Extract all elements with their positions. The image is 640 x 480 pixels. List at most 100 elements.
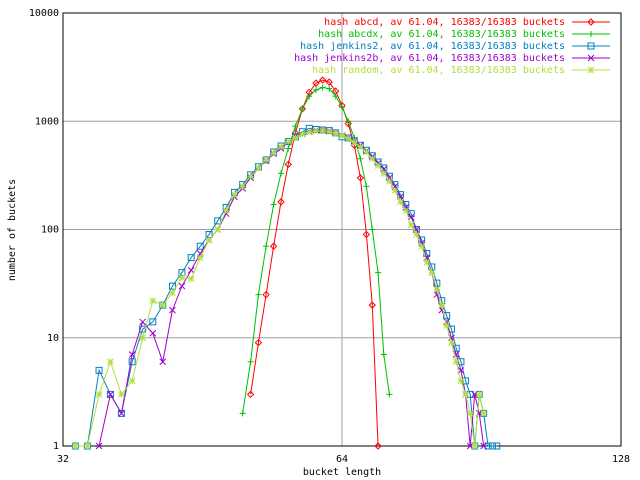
point xyxy=(270,201,277,208)
point xyxy=(169,306,176,314)
point xyxy=(205,236,213,244)
point xyxy=(457,377,465,385)
point xyxy=(369,226,376,233)
legend-label: hash jenkins2b, av 61.04, 16383/16383 bu… xyxy=(294,53,565,64)
point xyxy=(351,138,358,146)
point xyxy=(418,242,425,250)
point xyxy=(402,207,410,214)
point xyxy=(423,250,431,258)
point xyxy=(149,297,157,305)
point xyxy=(466,410,474,417)
point xyxy=(95,442,103,450)
series xyxy=(239,84,393,417)
point xyxy=(72,442,79,450)
x-axis-label: bucket length xyxy=(303,467,381,478)
point xyxy=(255,164,262,172)
point xyxy=(339,104,345,111)
point xyxy=(159,358,167,366)
legend-marker xyxy=(588,31,594,37)
point xyxy=(187,254,195,262)
point xyxy=(292,134,299,142)
point xyxy=(255,291,262,298)
point xyxy=(178,274,186,281)
legend-marker xyxy=(587,42,595,50)
point xyxy=(475,390,483,398)
point xyxy=(380,351,387,358)
y-axis-label: number of buckets xyxy=(7,179,18,281)
point xyxy=(239,410,246,417)
x-tick-label: 32 xyxy=(57,454,69,465)
point xyxy=(246,390,255,399)
point xyxy=(222,203,230,211)
point xyxy=(247,358,254,365)
point xyxy=(480,442,488,450)
point xyxy=(95,366,103,374)
point xyxy=(299,130,306,138)
point xyxy=(325,128,333,136)
point xyxy=(397,198,404,206)
point xyxy=(318,76,327,84)
point xyxy=(139,334,146,342)
point xyxy=(374,162,382,169)
point xyxy=(84,442,91,450)
point xyxy=(312,127,320,135)
point xyxy=(312,79,320,87)
series xyxy=(246,76,382,450)
point xyxy=(397,193,404,201)
point xyxy=(363,183,370,190)
point xyxy=(368,155,376,163)
point xyxy=(418,236,426,244)
point xyxy=(107,358,114,366)
point xyxy=(159,301,167,309)
point xyxy=(433,279,441,287)
point xyxy=(452,358,460,366)
point xyxy=(178,282,186,290)
point xyxy=(428,269,436,276)
point xyxy=(407,221,415,229)
plot-frame xyxy=(62,12,622,447)
point xyxy=(326,85,333,92)
point xyxy=(413,231,420,238)
point xyxy=(71,442,79,450)
point xyxy=(284,160,292,169)
point xyxy=(106,390,114,398)
series xyxy=(72,127,488,450)
legend-marker xyxy=(587,54,595,62)
point xyxy=(471,442,479,450)
legend-label: hash random, av 61.04, 16383/16383 bucke… xyxy=(312,65,565,76)
point xyxy=(374,442,382,450)
point xyxy=(423,258,431,266)
legend-label: hash jenkins2, av 61.04, 16383/16383 buc… xyxy=(300,41,565,52)
point xyxy=(277,198,285,206)
point xyxy=(362,230,371,239)
y-tick-label: 1 xyxy=(53,441,59,452)
x-tick-label: 64 xyxy=(336,454,348,465)
point xyxy=(231,188,239,196)
point xyxy=(128,351,136,358)
point xyxy=(269,242,278,250)
point xyxy=(462,390,469,398)
y-tick-label: 1000 xyxy=(35,116,59,127)
point xyxy=(368,301,376,309)
point xyxy=(344,135,352,143)
point xyxy=(222,207,230,214)
point xyxy=(313,86,320,93)
point xyxy=(159,301,167,309)
point xyxy=(263,243,270,250)
point xyxy=(277,170,284,177)
point xyxy=(298,128,306,136)
x-tick-label: 128 xyxy=(612,454,630,465)
point xyxy=(319,84,326,91)
point xyxy=(386,177,393,185)
point xyxy=(107,390,114,398)
point xyxy=(284,138,292,145)
point xyxy=(493,442,501,450)
point xyxy=(319,127,327,134)
legend-label: hash abcd, av 61.04, 16383/16383 buckets xyxy=(324,17,565,28)
point xyxy=(299,105,306,112)
point xyxy=(375,269,382,276)
point xyxy=(332,130,340,137)
point xyxy=(312,125,320,133)
